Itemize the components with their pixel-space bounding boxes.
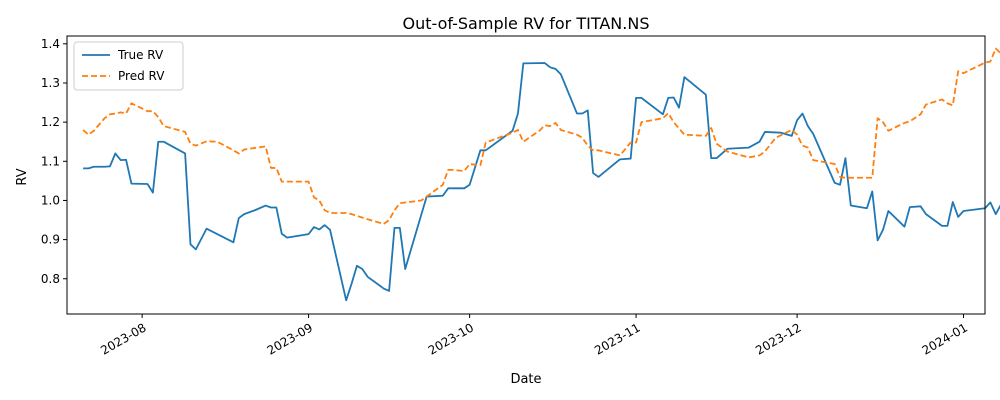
y-tick-label: 0.9 bbox=[41, 233, 60, 247]
y-axis-title: RV bbox=[15, 168, 30, 185]
plot-frame bbox=[66, 35, 986, 315]
legend: True RV Pred RV bbox=[73, 41, 184, 91]
x-axis-title: Date bbox=[510, 372, 541, 387]
legend-label-pred-rv: Pred RV bbox=[118, 69, 165, 83]
chart-title: Out-of-Sample RV for TITAN.NS bbox=[403, 14, 650, 33]
y-tick-label: 1.1 bbox=[41, 154, 60, 168]
legend-label-true-rv: True RV bbox=[117, 48, 164, 62]
series-line-true-rv bbox=[83, 62, 1000, 302]
series-line-pred-rv bbox=[82, 47, 1000, 225]
y-tick-label: 1.0 bbox=[41, 193, 60, 207]
y-tick-label: 1.3 bbox=[41, 76, 60, 90]
y-tick-label: 1.4 bbox=[41, 37, 60, 51]
y-tick-label: 1.2 bbox=[41, 115, 60, 129]
y-tick-label: 0.8 bbox=[41, 272, 60, 286]
legend-box bbox=[73, 41, 184, 91]
plot-area bbox=[82, 47, 1000, 302]
